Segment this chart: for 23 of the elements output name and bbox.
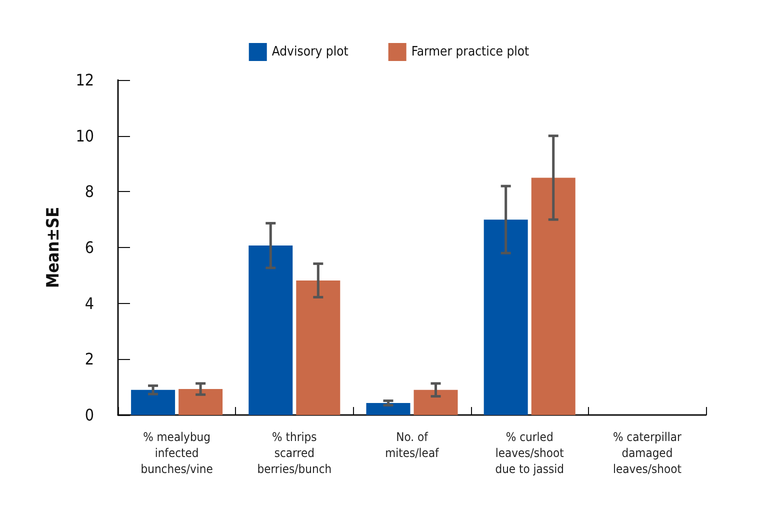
bar — [414, 390, 458, 415]
bar — [296, 280, 340, 415]
legend-label: Farmer practice plot — [411, 44, 530, 60]
y-tick-label: 4 — [84, 294, 94, 313]
bar — [531, 178, 576, 415]
y-axis-title: Mean±SE — [44, 206, 64, 288]
legend-label: Advisory plot — [272, 44, 349, 60]
x-tick-label: % thrips scarred berries/bunch — [257, 430, 332, 476]
x-tick-label: % curled leaves/shoot due to jassid — [495, 430, 564, 476]
y-tick-label: 10 — [76, 126, 94, 146]
x-tick-label: No. of mites/leaf — [385, 430, 440, 460]
bar — [484, 220, 528, 415]
y-tick-label: 6 — [84, 238, 94, 257]
y-tick-label: 2 — [84, 350, 94, 369]
bar — [131, 390, 176, 415]
y-tick-label: 12 — [76, 70, 94, 90]
x-tick-label: % caterpillar damaged leaves/shoot — [612, 430, 682, 476]
y-tick-label: 0 — [84, 406, 94, 424]
bar — [248, 246, 293, 415]
y-tick-label: 8 — [84, 182, 94, 202]
x-tick-label: % mealybug infected bunches/vine — [140, 430, 214, 476]
bar — [366, 402, 410, 415]
bar — [178, 389, 223, 415]
